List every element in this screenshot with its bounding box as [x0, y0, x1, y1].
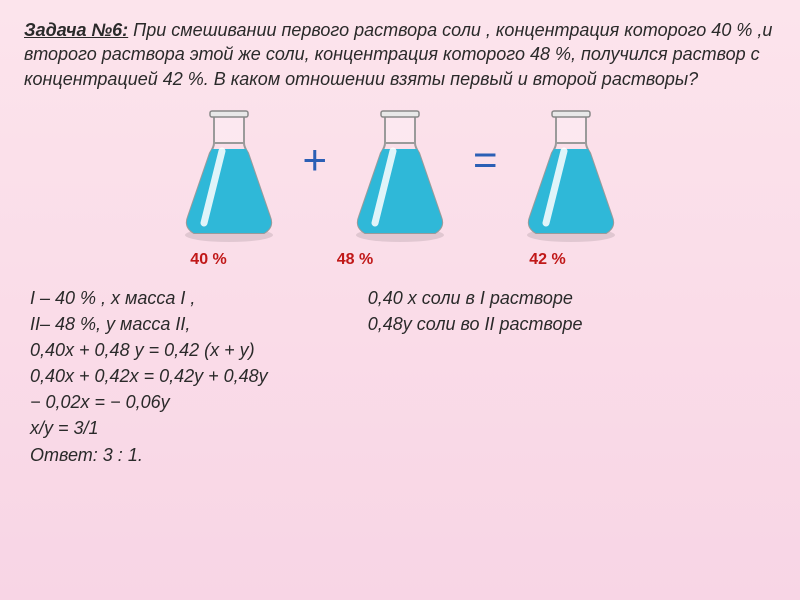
flask-3	[516, 105, 626, 245]
sol-line: 0,48у соли во II растворе	[368, 311, 583, 337]
flask-icon	[516, 105, 626, 245]
solution-right: 0,40 х соли в I растворе 0,48у соли во I…	[368, 285, 583, 442]
percent-3: 42 %	[529, 251, 565, 269]
flask-2	[345, 105, 455, 245]
percent-row: 40 % 48 % 42 %	[24, 251, 776, 269]
sol-line: II– 48 %, у масса II,	[30, 311, 268, 337]
flask-1	[174, 105, 284, 245]
flasks-row: + =	[24, 105, 776, 245]
flask-icon	[174, 105, 284, 245]
problem-body: При смешивании первого раствора соли , к…	[24, 20, 772, 89]
equals-operator: =	[473, 136, 498, 184]
answer: Ответ: 3 : 1.	[24, 445, 776, 466]
sol-line: I – 40 % , х масса I ,	[30, 285, 268, 311]
solution-columns: I – 40 % , х масса I , II– 48 %, у масса…	[24, 285, 776, 442]
problem-label: Задача №6:	[24, 20, 128, 40]
sol-line: 0,40х + 0,42х = 0,42у + 0,48у	[30, 363, 268, 389]
flask-icon	[345, 105, 455, 245]
plus-operator: +	[302, 136, 327, 184]
sol-line: х/у = 3/1	[30, 415, 268, 441]
sol-line: − 0,02х = − 0,06у	[30, 389, 268, 415]
sol-line: 0,40х + 0,48 у = 0,42 (х + у)	[30, 337, 268, 363]
percent-1: 40 %	[190, 251, 226, 269]
solution-left: I – 40 % , х масса I , II– 48 %, у масса…	[24, 285, 268, 442]
problem-statement: Задача №6: При смешивании первого раство…	[24, 18, 776, 91]
sol-line: 0,40 х соли в I растворе	[368, 285, 583, 311]
percent-2: 48 %	[337, 251, 373, 269]
